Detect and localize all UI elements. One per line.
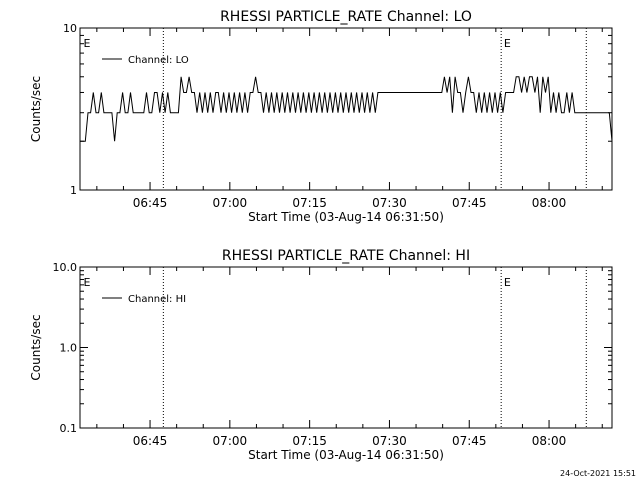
series-line-lo (80, 76, 613, 142)
x-tick-label: 07:15 (292, 196, 327, 210)
x-tick-label: 08:00 (532, 196, 567, 210)
y-tick-label: 10.0 (53, 261, 78, 274)
y-tick-label: 1 (70, 184, 77, 197)
y-tick-label: 10 (63, 22, 77, 35)
chart-title: RHESSI PARTICLE_RATE Channel: HI (222, 248, 470, 264)
x-tick-label: 08:00 (532, 434, 567, 448)
x-tick-label: 07:45 (452, 434, 487, 448)
event-marker: E (84, 276, 91, 289)
x-tick-label: 07:00 (213, 196, 248, 210)
x-tick-label: 07:15 (292, 434, 327, 448)
x-tick-label: 06:45 (133, 196, 168, 210)
y-axis-label: Counts/sec (29, 314, 43, 380)
x-axis-label: Start Time (03-Aug-14 06:31:50) (248, 448, 444, 462)
x-tick-label: 06:45 (133, 434, 168, 448)
x-tick-label: 07:30 (372, 196, 407, 210)
event-marker: E (504, 276, 511, 289)
plot-frame (79, 266, 613, 429)
y-axis-label: Counts/sec (29, 76, 43, 142)
event-marker: E (84, 37, 91, 50)
x-tick-label: 07:00 (213, 434, 248, 448)
chart-title: RHESSI PARTICLE_RATE Channel: LO (220, 9, 472, 25)
x-tick-label: 07:30 (372, 434, 407, 448)
legend-label: Channel: LO (128, 55, 189, 66)
y-tick-label: 0.1 (60, 422, 78, 435)
y-tick-label: 1.0 (60, 342, 78, 355)
plot-frame (79, 27, 613, 191)
event-marker: E (504, 37, 511, 50)
legend-label: Channel: HI (128, 294, 186, 305)
x-tick-label: 07:45 (452, 196, 487, 210)
timestamp-label: 24-Oct-2021 15:51 (560, 469, 636, 478)
x-axis-label: Start Time (03-Aug-14 06:31:50) (248, 210, 444, 224)
